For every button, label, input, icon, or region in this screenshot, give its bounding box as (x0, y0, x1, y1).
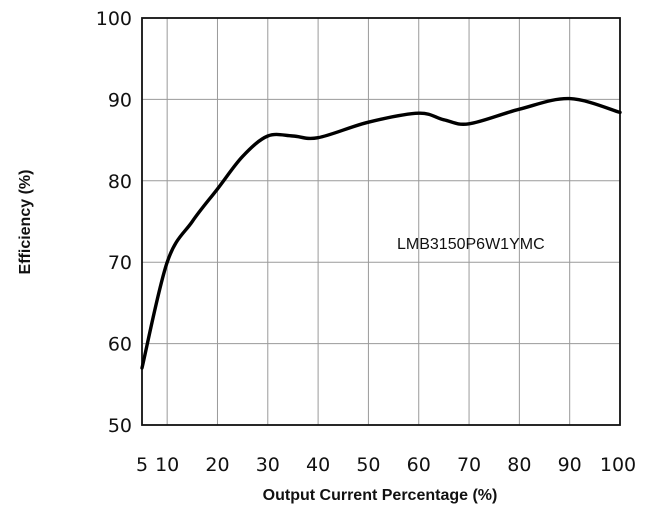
y-tick-label: 90 (108, 89, 132, 111)
grid (142, 18, 620, 425)
x-tick-label: 30 (256, 454, 280, 476)
y-tick-label: 50 (108, 415, 132, 437)
y-axis-title: Efficiency (%) (17, 170, 34, 275)
y-tick-label: 60 (108, 334, 132, 356)
plot-frame (141, 17, 621, 426)
x-axis-title: Output Current Percentage (%) (263, 487, 498, 504)
x-tick-label: 20 (205, 454, 229, 476)
y-tick-label: 70 (108, 252, 132, 274)
x-tick-label: 50 (356, 454, 380, 476)
y-tick-labels: 50 60 70 80 90 100 (96, 8, 132, 437)
x-tick-label: 70 (457, 454, 481, 476)
model-annotation: LMB3150P6W1YMC (397, 236, 545, 253)
y-tick-label: 80 (108, 171, 132, 193)
x-tick-label: 60 (407, 454, 431, 476)
x-tick-label: 90 (558, 454, 582, 476)
x-tick-label: 100 (600, 454, 636, 476)
x-tick-label: 5 (136, 454, 148, 476)
efficiency-series-line (140, 96, 622, 370)
x-tick-label: 10 (155, 454, 179, 476)
x-tick-labels: 5 10 20 30 40 50 60 70 80 90 100 (136, 454, 636, 476)
x-tick-label: 40 (306, 454, 330, 476)
y-tick-label: 100 (96, 8, 132, 30)
x-tick-label: 80 (507, 454, 531, 476)
